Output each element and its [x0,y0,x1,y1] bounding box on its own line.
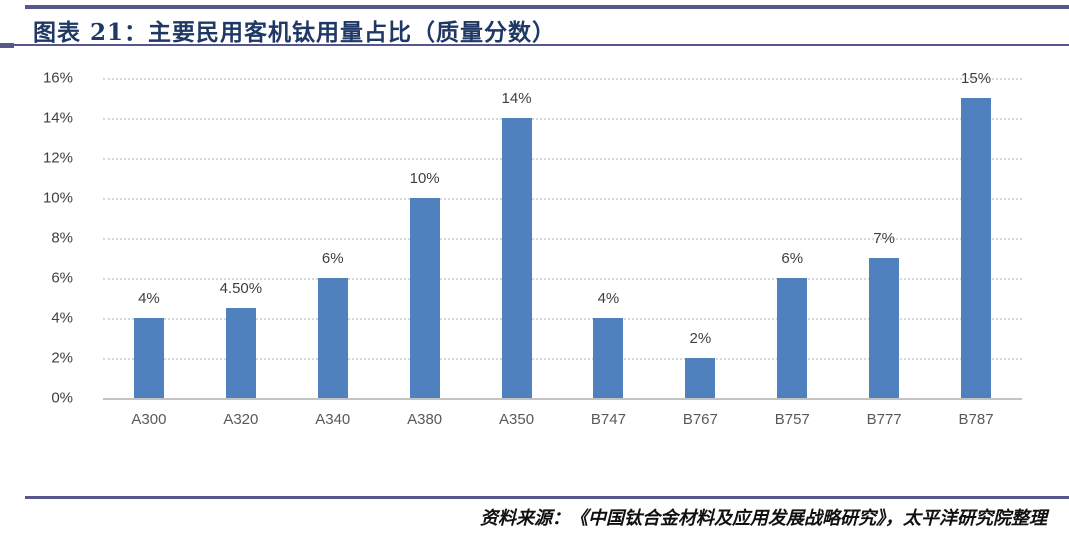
data-label-B747: 4% [597,290,620,307]
bar-B787 [961,98,992,398]
bar-slot-A350: 14% A350 [471,78,563,428]
gridline-8% [103,238,1022,240]
x-tick-label-B757: B757 [774,411,810,428]
x-tick-label-B767: B767 [682,411,718,428]
y-tick-label: 4% [51,309,73,327]
data-label-A380: 10% [409,170,440,187]
bar-B767 [685,358,716,398]
bar-slot-A340: 6% A340 [287,78,379,428]
y-tick-label: 8% [51,229,73,247]
data-label-A350: 14% [501,90,532,107]
gridline-12% [103,158,1022,160]
gridline-16% [103,78,1022,80]
gridline-2% [103,358,1022,360]
x-tick-label-B777: B777 [866,411,902,428]
bar-B747 [593,318,624,398]
data-label-A340: 6% [321,250,344,267]
x-tick-label-B747: B747 [590,411,626,428]
data-label-A300: 4% [138,290,160,307]
x-axis-line [103,398,1022,400]
data-label-B757: 6% [781,250,804,267]
data-label-A320: 4.50% [219,280,263,297]
top-rule [25,5,1069,9]
gridline-14% [103,118,1022,120]
y-tick-label: 12% [42,149,73,167]
y-tick-label: 16% [42,69,73,87]
bar-A340 [317,278,348,398]
bar-B777 [869,258,900,398]
y-tick-label: 0% [51,389,73,407]
source-note: 资料来源：《中国钛合金材料及应用发展战略研究》，太平洋研究院整理 [480,508,1047,529]
data-label-B777: 7% [873,230,895,247]
x-tick-label-A320: A320 [223,411,259,428]
y-axis: 0% 2% 4% 6% 8% 10% 12% 14% 16% [0,70,88,407]
x-tick-label-A300: A300 [131,411,167,428]
bar-B757 [777,278,808,398]
figure-title: 图表 21：主要民用客机钛用量占比（质量分数） [33,19,557,46]
bar-slot-A320: 4.50% A320 [195,78,287,428]
bar-slot-B747: 4% B747 [563,78,655,428]
bar-slot-B757: 6% B757 [746,78,838,428]
title-underline-left-tick [0,43,14,48]
y-tick-label: 14% [42,109,73,127]
bottom-rule [25,496,1069,499]
x-tick-label-A340: A340 [315,411,351,428]
y-tick-label: 6% [51,269,73,287]
bar-chart-plot-area: 4% A300 4.50% A320 6% A340 10% A380 14% A350 4% B74… [103,70,1022,428]
bar-A380 [409,198,440,398]
x-tick-label-A350: A350 [499,411,535,428]
x-tick-label-B787: B787 [958,411,994,428]
y-tick-label: 10% [42,189,73,207]
bar-slot-B787: 15% B787 [930,70,1022,428]
bar-A320 [225,308,256,398]
bar-A300 [133,318,164,398]
bar-slot-A380: 10% A380 [379,78,471,428]
title-underline [7,44,1069,46]
bar-A350 [501,118,532,398]
data-label-B787: 15% [961,70,992,87]
bar-slot-B777: 7% B777 [838,78,930,428]
gridline-10% [103,198,1022,200]
data-label-B767: 2% [689,330,712,347]
bar-slot-B767: 2% B767 [654,78,746,428]
y-tick-label: 2% [51,349,73,367]
x-tick-label-A380: A380 [407,411,443,428]
gridline-4% [103,318,1022,320]
bar-slot-A300: 4% A300 [103,78,195,428]
gridline-6% [103,278,1022,280]
